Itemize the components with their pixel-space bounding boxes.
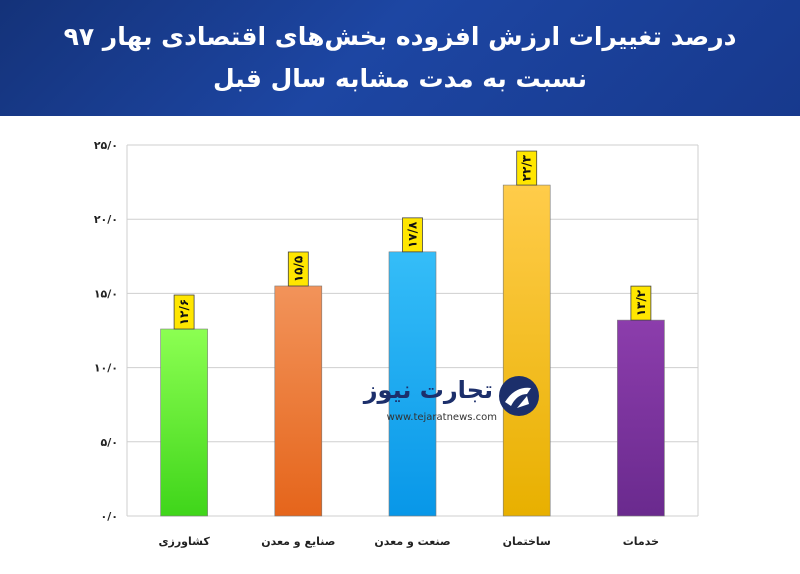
value-label-box — [516, 150, 538, 186]
y-tick-label: ۲۵/۰ — [94, 139, 118, 152]
x-tick-label: صنایع و معدن — [261, 535, 335, 548]
watermark-brand: تجارت نیوز — [363, 376, 493, 404]
chart-title-line2: نسبت به مدت مشابه سال قبل — [212, 64, 587, 93]
bar-chart: ۰/۰ ۵/۰ ۱۰/۰ ۱۵/۰ ۲۰/۰ ۲۵/۰ ۱۲/۶ کشاورزی ۱۵/۵ صنا… — [94, 139, 699, 548]
x-tick-label: صنعت و معدن — [374, 535, 450, 548]
brand-logo-icon — [499, 376, 539, 416]
chart-header: درصد تغییرات ارزش افزوده بخش‌های اقتصادی… — [0, 0, 800, 116]
bar — [388, 251, 437, 517]
value-label-box — [287, 251, 309, 287]
y-tick-label: ۵/۰ — [101, 436, 118, 449]
y-tick-label: ۲۰/۰ — [94, 213, 118, 226]
bar — [617, 319, 665, 517]
bar — [502, 184, 551, 517]
data-label: ۱۷/۸ — [406, 221, 420, 248]
chart-title-line1: درصد تغییرات ارزش افزوده بخش‌های اقتصادی… — [63, 22, 737, 51]
bar — [274, 285, 323, 517]
x-tick-label: ساختمان — [503, 535, 551, 548]
y-tick-label: ۱۵/۰ — [94, 287, 118, 300]
watermark: تجارت نیوز www.tejaratnews.com — [357, 372, 543, 432]
y-tick-label: ۰/۰ — [101, 510, 118, 523]
y-tick-label: ۱۰/۰ — [94, 362, 118, 375]
value-label-box — [402, 217, 423, 253]
value-label-box — [630, 285, 652, 321]
watermark-url: www.tejaratnews.com — [386, 412, 497, 423]
x-tick-label: خدمات — [623, 535, 659, 548]
x-tick-label: کشاورزی — [158, 535, 210, 548]
bar — [160, 328, 208, 517]
value-label-box — [173, 294, 195, 330]
data-label: ۲۲/۳ — [520, 154, 534, 181]
data-label: ۱۲/۶ — [177, 299, 191, 325]
data-label: ۱۳/۲ — [634, 289, 648, 316]
data-label: ۱۵/۵ — [291, 256, 305, 282]
